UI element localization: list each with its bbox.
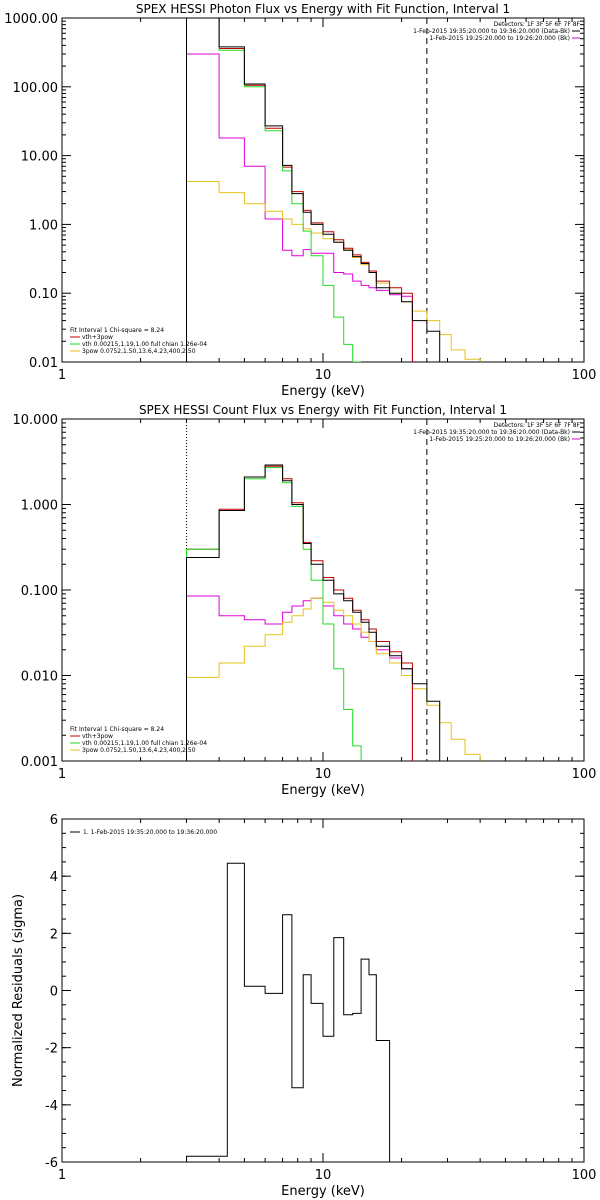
x-tick-label: 10 bbox=[315, 1168, 332, 1183]
series-data-bk bbox=[186, 18, 441, 362]
legend-top: Detectors: 1F 3F 5F 6F 7F 8F1-Feb-2015 1… bbox=[413, 21, 580, 42]
plot-frame bbox=[61, 818, 585, 1163]
y-tick-label: 0.010 bbox=[21, 670, 58, 685]
legend-bottom-entry: vth 0.00215,1.19,1.00 full chian 1.26e-0… bbox=[82, 740, 207, 747]
legend-top: Detectors: 1F 3F 5F 6F 7F 8F1-Feb-2015 1… bbox=[413, 422, 580, 443]
plot-area bbox=[186, 862, 391, 1162]
legend-top-entry: 1-Feb-2015 19:25:20.000 to 19:26:20.000 … bbox=[429, 35, 570, 42]
x-tick-label: 10 bbox=[315, 368, 332, 383]
y-tick-label: 0 bbox=[50, 985, 58, 1000]
x-axis-label: Energy (keV) bbox=[281, 1184, 365, 1199]
legend-top-entry: Detectors: 1F 3F 5F 6F 7F 8F bbox=[494, 21, 581, 28]
x-tick-label: 1 bbox=[58, 368, 66, 383]
x-tick-label: 1 bbox=[58, 767, 66, 782]
chart-1: SPEX HESSI Photon Flux vs Energy with Fi… bbox=[4, 2, 596, 399]
y-tick-label: -2 bbox=[45, 1042, 58, 1057]
legend-entry: 1. 1-Feb-2015 19:35:20.000 to 19:36:20.0… bbox=[83, 829, 217, 836]
y-tick-label: 0.100 bbox=[21, 584, 58, 599]
legend-bottom-entry: vth+3pow bbox=[82, 733, 113, 740]
y-tick-label: -4 bbox=[45, 1099, 58, 1114]
plot-area bbox=[186, 419, 481, 761]
y-tick-label: 1000.00 bbox=[4, 12, 58, 27]
legend-top-entry: 1-Feb-2015 19:35:20.000 to 19:36:20.000 … bbox=[413, 429, 570, 436]
chart-title: SPEX HESSI Count Flux vs Energy with Fit… bbox=[139, 403, 507, 417]
legend-bottom: Fit Interval 1 Chi-square = 8.24vth+3pow… bbox=[70, 327, 207, 355]
series-1- bbox=[186, 862, 391, 1162]
y-tick-label: 0.01 bbox=[29, 356, 58, 371]
y-tick-label: 2 bbox=[50, 927, 58, 942]
y-axis: 0.01 0.10 1.00 10.00 100.00 1000.00 bbox=[4, 12, 584, 371]
legend-bottom-entry: 3pow 0.0752,1.50,13.6,4.23,400,2.50 bbox=[82, 348, 196, 355]
x-tick-label: 100 bbox=[572, 1168, 597, 1183]
x-tick-label: 1 bbox=[58, 1168, 66, 1183]
y-axis: -6 -4 -2 0 2 4 6 bbox=[45, 813, 584, 1171]
y-tick-label: 10.000 bbox=[13, 413, 59, 428]
x-tick-label: 10 bbox=[315, 767, 332, 782]
x-axis-label: Energy (keV) bbox=[281, 384, 365, 399]
x-axis: 1 10 100 bbox=[58, 419, 597, 782]
chart-title: SPEX HESSI Photon Flux vs Energy with Fi… bbox=[136, 2, 510, 16]
legend-top: 1. 1-Feb-2015 19:35:20.000 to 19:36:20.0… bbox=[70, 829, 217, 836]
series-data-bk bbox=[186, 464, 441, 761]
series-vth bbox=[186, 467, 362, 761]
x-axis: 1 10 100 bbox=[58, 819, 597, 1183]
series-3pow bbox=[186, 597, 481, 761]
legend-bottom-entry: Fit Interval 1 Chi-square = 8.24 bbox=[70, 726, 164, 733]
x-tick-label: 100 bbox=[572, 767, 597, 782]
y-tick-label: 1.00 bbox=[29, 218, 58, 233]
x-axis: 1 10 100 bbox=[58, 18, 597, 383]
chart-2: SPEX HESSI Count Flux vs Energy with Fit… bbox=[13, 403, 597, 798]
y-tick-label: 1.000 bbox=[21, 499, 58, 514]
legend-bottom-entry: vth 0.00215,1.19,1.00 full chian 1.26e-0… bbox=[82, 341, 207, 348]
legend-bottom: Fit Interval 1 Chi-square = 8.24vth+3pow… bbox=[70, 726, 207, 754]
y-axis-label: Normalized Residuals (sigma) bbox=[11, 894, 26, 1087]
series-bk bbox=[186, 595, 413, 761]
y-tick-label: 10.00 bbox=[21, 150, 58, 165]
y-axis: 0.001 0.010 0.100 1.000 10.000 bbox=[13, 413, 584, 770]
y-tick-label: -6 bbox=[45, 1156, 58, 1171]
series-vth-3pow bbox=[186, 18, 413, 362]
legend-top-entry: Detectors: 1F 3F 5F 6F 7F 8F bbox=[494, 422, 581, 429]
legend-bottom-entry: vth+3pow bbox=[82, 334, 113, 341]
x-axis-label: Energy (keV) bbox=[281, 783, 365, 798]
chart-3: 1 10 100 Energy (keV) -6 -4 -2 0 2 4 6 Normalized R… bbox=[11, 813, 596, 1199]
plot-frame bbox=[61, 17, 585, 363]
y-tick-label: 4 bbox=[50, 870, 58, 885]
y-tick-label: 0.10 bbox=[29, 287, 58, 302]
series-bk bbox=[186, 53, 413, 362]
x-tick-label: 100 bbox=[572, 368, 597, 383]
y-tick-label: 0.001 bbox=[21, 755, 58, 770]
plot-area bbox=[186, 18, 481, 362]
y-tick-label: 100.00 bbox=[13, 81, 59, 96]
legend-top-entry: 1-Feb-2015 19:25:20.000 to 19:26:20.000 … bbox=[429, 436, 570, 443]
legend-bottom-entry: Fit Interval 1 Chi-square = 8.24 bbox=[70, 327, 164, 334]
legend-top-entry: 1-Feb-2015 19:35:20.000 to 19:36:20.000 … bbox=[413, 28, 570, 35]
legend-bottom-entry: 3pow 0.0752,1.50,13.6,4.23,400,2.50 bbox=[82, 747, 196, 754]
y-tick-label: 6 bbox=[50, 813, 58, 828]
series-vth bbox=[186, 18, 362, 362]
